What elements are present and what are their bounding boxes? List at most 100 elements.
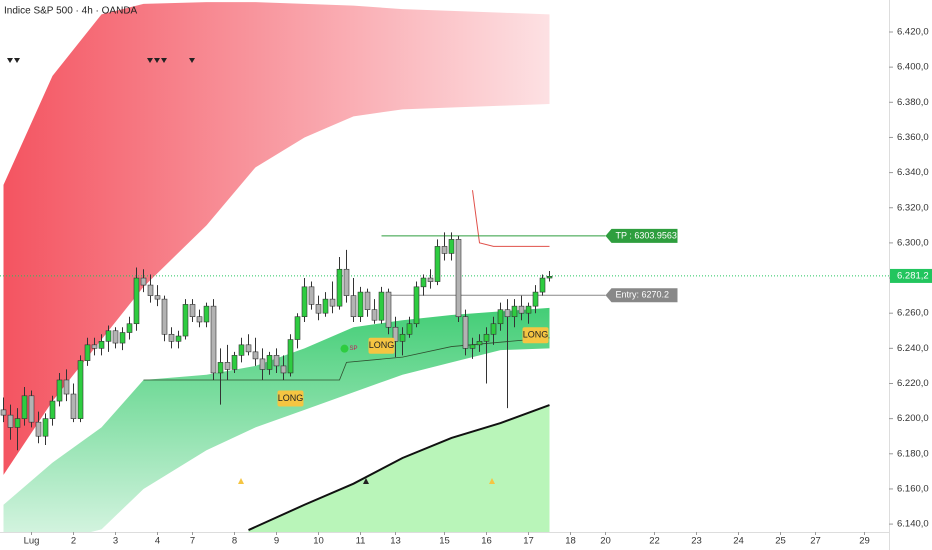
y-tick-label: 6.340,0 (897, 167, 929, 178)
candle-body (483, 333, 490, 342)
candle-body (161, 298, 168, 335)
candle-body (105, 330, 112, 342)
candle-body (399, 333, 406, 342)
signal-label: LONG (523, 330, 549, 340)
x-tick-label: 16 (481, 536, 492, 547)
candle-body (49, 400, 56, 419)
x-tick-label: 17 (523, 536, 534, 547)
indicator-line (472, 190, 550, 247)
candle-body (252, 351, 259, 360)
level-label: TP : 6303.9563 (616, 230, 677, 240)
candle-body (455, 239, 462, 318)
candle-body (504, 309, 511, 318)
y-tick-label: 6.200,0 (897, 413, 929, 424)
y-tick-label: 6.420,0 (897, 27, 929, 38)
candle-body (329, 298, 336, 307)
candle-body (133, 277, 140, 325)
y-tick-label: 6.220,0 (897, 378, 929, 389)
candle-body (7, 414, 14, 428)
candle-body (497, 309, 504, 325)
x-tick-label: 25 (775, 536, 786, 547)
plot-area (0, 2, 889, 532)
candle-body (378, 291, 385, 321)
last-price-box (890, 268, 932, 283)
x-tick-label: 27 (810, 536, 821, 547)
x-tick-label: 10 (313, 536, 324, 547)
candle-body (126, 323, 133, 333)
indicator-band (3, 307, 550, 532)
down-triangle (14, 58, 20, 63)
signal-box (368, 337, 395, 354)
down-triangle (147, 58, 153, 63)
candle-body (511, 305, 518, 318)
x-tick-label: 13 (390, 536, 401, 547)
x-tick-label: 18 (565, 536, 576, 547)
candle-body (539, 277, 546, 293)
candle-body (322, 298, 329, 314)
level-label: Entry: 6270.2 (616, 290, 670, 300)
candle-body (168, 333, 175, 342)
sp-label: SP (350, 346, 358, 352)
x-tick-label: Lug (24, 536, 40, 547)
candle-body (35, 421, 42, 437)
candle-body (112, 330, 119, 344)
candle-body (462, 316, 469, 349)
candle-body (147, 284, 154, 296)
candle-body (294, 316, 301, 340)
candle-body (210, 305, 217, 374)
candle-body (84, 344, 91, 361)
down-triangle (7, 58, 13, 63)
x-tick-label: 29 (859, 536, 870, 547)
candle-body (203, 305, 210, 323)
candle-body (350, 295, 357, 318)
candle-body (315, 304, 322, 314)
candle-body (546, 275, 553, 279)
candle-body (448, 239, 455, 254)
y-tick-label: 6.180,0 (897, 448, 929, 459)
y-tick-label: 6.260,0 (897, 308, 929, 319)
candle-body (217, 362, 224, 374)
indicator-line (248, 404, 550, 531)
candle-body (406, 323, 413, 335)
candle-body (63, 379, 70, 395)
candle-body (385, 291, 392, 328)
candle-body (420, 277, 427, 288)
x-tick-label: 8 (232, 536, 237, 547)
sp-marker (340, 344, 349, 353)
candle-body (140, 277, 147, 286)
candle-body (427, 277, 434, 282)
y-tick-label: 6.240,0 (897, 343, 929, 354)
candle-body (175, 335, 182, 342)
last-price-label: 6.281,2 (897, 270, 929, 281)
candle-body (154, 295, 161, 300)
candle-body (182, 304, 189, 337)
candle-body (91, 344, 98, 349)
y-tick-label: 6.300,0 (897, 237, 929, 248)
up-triangle (238, 478, 244, 484)
signal-label: LONG (369, 340, 395, 350)
candle-body (0, 409, 7, 416)
candle-body (343, 268, 350, 296)
candle-body (14, 418, 21, 428)
candle-body (301, 286, 308, 318)
candle-body (189, 304, 196, 318)
candle-body (119, 332, 126, 344)
x-tick-label: 3 (113, 536, 118, 547)
candle-body (98, 341, 105, 349)
candle-body (287, 339, 294, 374)
candle-body (238, 344, 245, 356)
x-tick-label: 7 (190, 536, 195, 547)
candle-body (336, 268, 343, 307)
candle-body (224, 362, 231, 370)
y-tick-label: 6.320,0 (897, 202, 929, 213)
y-tick-label: 6.380,0 (897, 97, 929, 108)
x-tick-label: 24 (733, 536, 744, 547)
candle-body (273, 355, 280, 367)
candle-body (280, 365, 287, 374)
candle-body (308, 286, 315, 305)
candle-body (532, 291, 539, 307)
up-triangle (363, 478, 369, 484)
candle-body (392, 326, 399, 342)
indicator-area (248, 405, 550, 532)
